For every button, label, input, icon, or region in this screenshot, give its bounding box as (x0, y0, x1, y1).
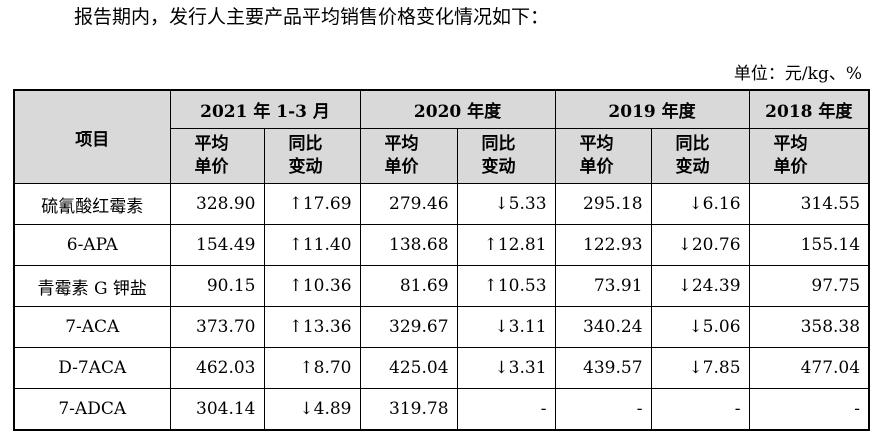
header-avg-price-2020: 平均 单价 (359, 128, 458, 184)
avg-price-cell: 138.68 (359, 224, 458, 266)
product-name: 7-ADCA (13, 388, 171, 431)
yoy-change-cell: ↓4.89 (263, 388, 361, 431)
yoy-change-cell: - (650, 388, 750, 431)
product-name: 青霉素 G 钾盐 (13, 265, 171, 307)
header-item: 项目 (13, 89, 171, 184)
header-text: 平均 (194, 134, 229, 154)
yoy-change-cell: ↓5.06 (650, 306, 750, 348)
table-row: 6-APA 154.49 ↑11.40 138.68 ↑12.81 122.93… (13, 224, 870, 266)
table-row: 硫氰酸红霉素 328.90 ↑17.69 279.46 ↓5.33 295.18… (13, 183, 870, 225)
avg-price-cell: 328.90 (169, 183, 265, 225)
avg-price-cell: 155.14 (748, 224, 870, 266)
header-period-2019: 2019 年度 (554, 89, 750, 129)
product-name: 硫氰酸红霉素 (13, 183, 171, 225)
table-row: D-7ACA 462.03 ↑8.70 425.04 ↓3.31 439.57 … (13, 347, 870, 389)
yoy-change-cell: ↑17.69 (263, 183, 361, 225)
avg-price-cell: 73.91 (554, 265, 652, 307)
avg-price-cell: 425.04 (359, 347, 458, 389)
price-table: 项目 2021 年 1-3 月 2020 年度 2019 年度 2018 年度 … (13, 89, 871, 431)
yoy-change-cell: ↑10.36 (263, 265, 361, 307)
yoy-change-cell: ↑10.53 (456, 265, 556, 307)
avg-price-cell: 340.24 (554, 306, 652, 348)
avg-price-cell: 439.57 (554, 347, 652, 389)
yoy-change-cell: - (456, 388, 556, 431)
header-text: 同比 (288, 134, 323, 154)
header-text: 单价 (579, 157, 614, 177)
table-row: 7-ACA 373.70 ↑13.36 329.67 ↓3.11 340.24 … (13, 306, 870, 348)
table-row: 青霉素 G 钾盐 90.15 ↑10.36 81.69 ↑10.53 73.91… (13, 265, 870, 307)
header-avg-price-2018: 平均 单价 (748, 128, 870, 184)
header-period-2021q1: 2021 年 1-3 月 (169, 89, 361, 129)
header-text: 单价 (384, 157, 419, 177)
yoy-change-cell: ↑11.40 (263, 224, 361, 266)
header-row-periods: 项目 2021 年 1-3 月 2020 年度 2019 年度 2018 年度 (13, 89, 870, 184)
header-text: 平均 (384, 134, 419, 154)
avg-price-cell: 97.75 (748, 265, 870, 307)
header-period-2020: 2020 年度 (359, 89, 556, 129)
avg-price-cell: 122.93 (554, 224, 652, 266)
avg-price-cell: - (554, 388, 652, 431)
avg-price-cell: 462.03 (169, 347, 265, 389)
avg-price-cell: 329.67 (359, 306, 458, 348)
header-text: 单价 (194, 157, 229, 177)
avg-price-cell: 81.69 (359, 265, 458, 307)
header-yoy-change-2021q1: 同比 变动 (263, 128, 361, 184)
header-text: 变动 (675, 157, 710, 177)
yoy-change-cell: ↑12.81 (456, 224, 556, 266)
avg-price-cell: - (748, 388, 870, 431)
header-text: 同比 (675, 134, 710, 154)
avg-price-cell: 373.70 (169, 306, 265, 348)
yoy-change-cell: ↑8.70 (263, 347, 361, 389)
header-period-2018: 2018 年度 (748, 89, 870, 129)
avg-price-cell: 295.18 (554, 183, 652, 225)
table-row: 7-ADCA 304.14 ↓4.89 319.78 - - - - (13, 388, 870, 431)
product-name: 7-ACA (13, 306, 171, 348)
yoy-change-cell: ↓3.31 (456, 347, 556, 389)
avg-price-cell: 279.46 (359, 183, 458, 225)
avg-price-cell: 154.49 (169, 224, 265, 266)
avg-price-cell: 319.78 (359, 388, 458, 431)
yoy-change-cell: ↓20.76 (650, 224, 750, 266)
yoy-change-cell: ↓24.39 (650, 265, 750, 307)
header-avg-price-2019: 平均 单价 (554, 128, 652, 184)
header-yoy-change-2019: 同比 变动 (650, 128, 750, 184)
header-text: 平均 (579, 134, 614, 154)
header-text: 变动 (288, 157, 323, 177)
avg-price-cell: 477.04 (748, 347, 870, 389)
yoy-change-cell: ↓7.85 (650, 347, 750, 389)
yoy-change-cell: ↓3.11 (456, 306, 556, 348)
avg-price-cell: 90.15 (169, 265, 265, 307)
avg-price-cell: 358.38 (748, 306, 870, 348)
product-name: D-7ACA (13, 347, 171, 389)
yoy-change-cell: ↓5.33 (456, 183, 556, 225)
yoy-change-cell: ↑13.36 (263, 306, 361, 348)
yoy-change-cell: ↓6.16 (650, 183, 750, 225)
header-text: 变动 (481, 157, 516, 177)
avg-price-cell: 314.55 (748, 183, 870, 225)
unit-label: 单位：元/kg、% (733, 64, 862, 84)
intro-paragraph: 报告期内，发行人主要产品平均销售价格变化情况如下： (74, 6, 550, 28)
header-text: 单价 (773, 157, 808, 177)
header-row-metrics: 平均单价 同比变动 平均单价 同比变动 平均单价 同比变动 平均单价 (14, 128, 870, 184)
header-text: 同比 (481, 134, 516, 154)
header-yoy-change-2020: 同比 变动 (456, 128, 556, 184)
avg-price-cell: 304.14 (169, 388, 265, 431)
header-text: 平均 (773, 134, 808, 154)
header-avg-price-2021q1: 平均 单价 (169, 128, 265, 184)
product-name: 6-APA (13, 224, 171, 266)
